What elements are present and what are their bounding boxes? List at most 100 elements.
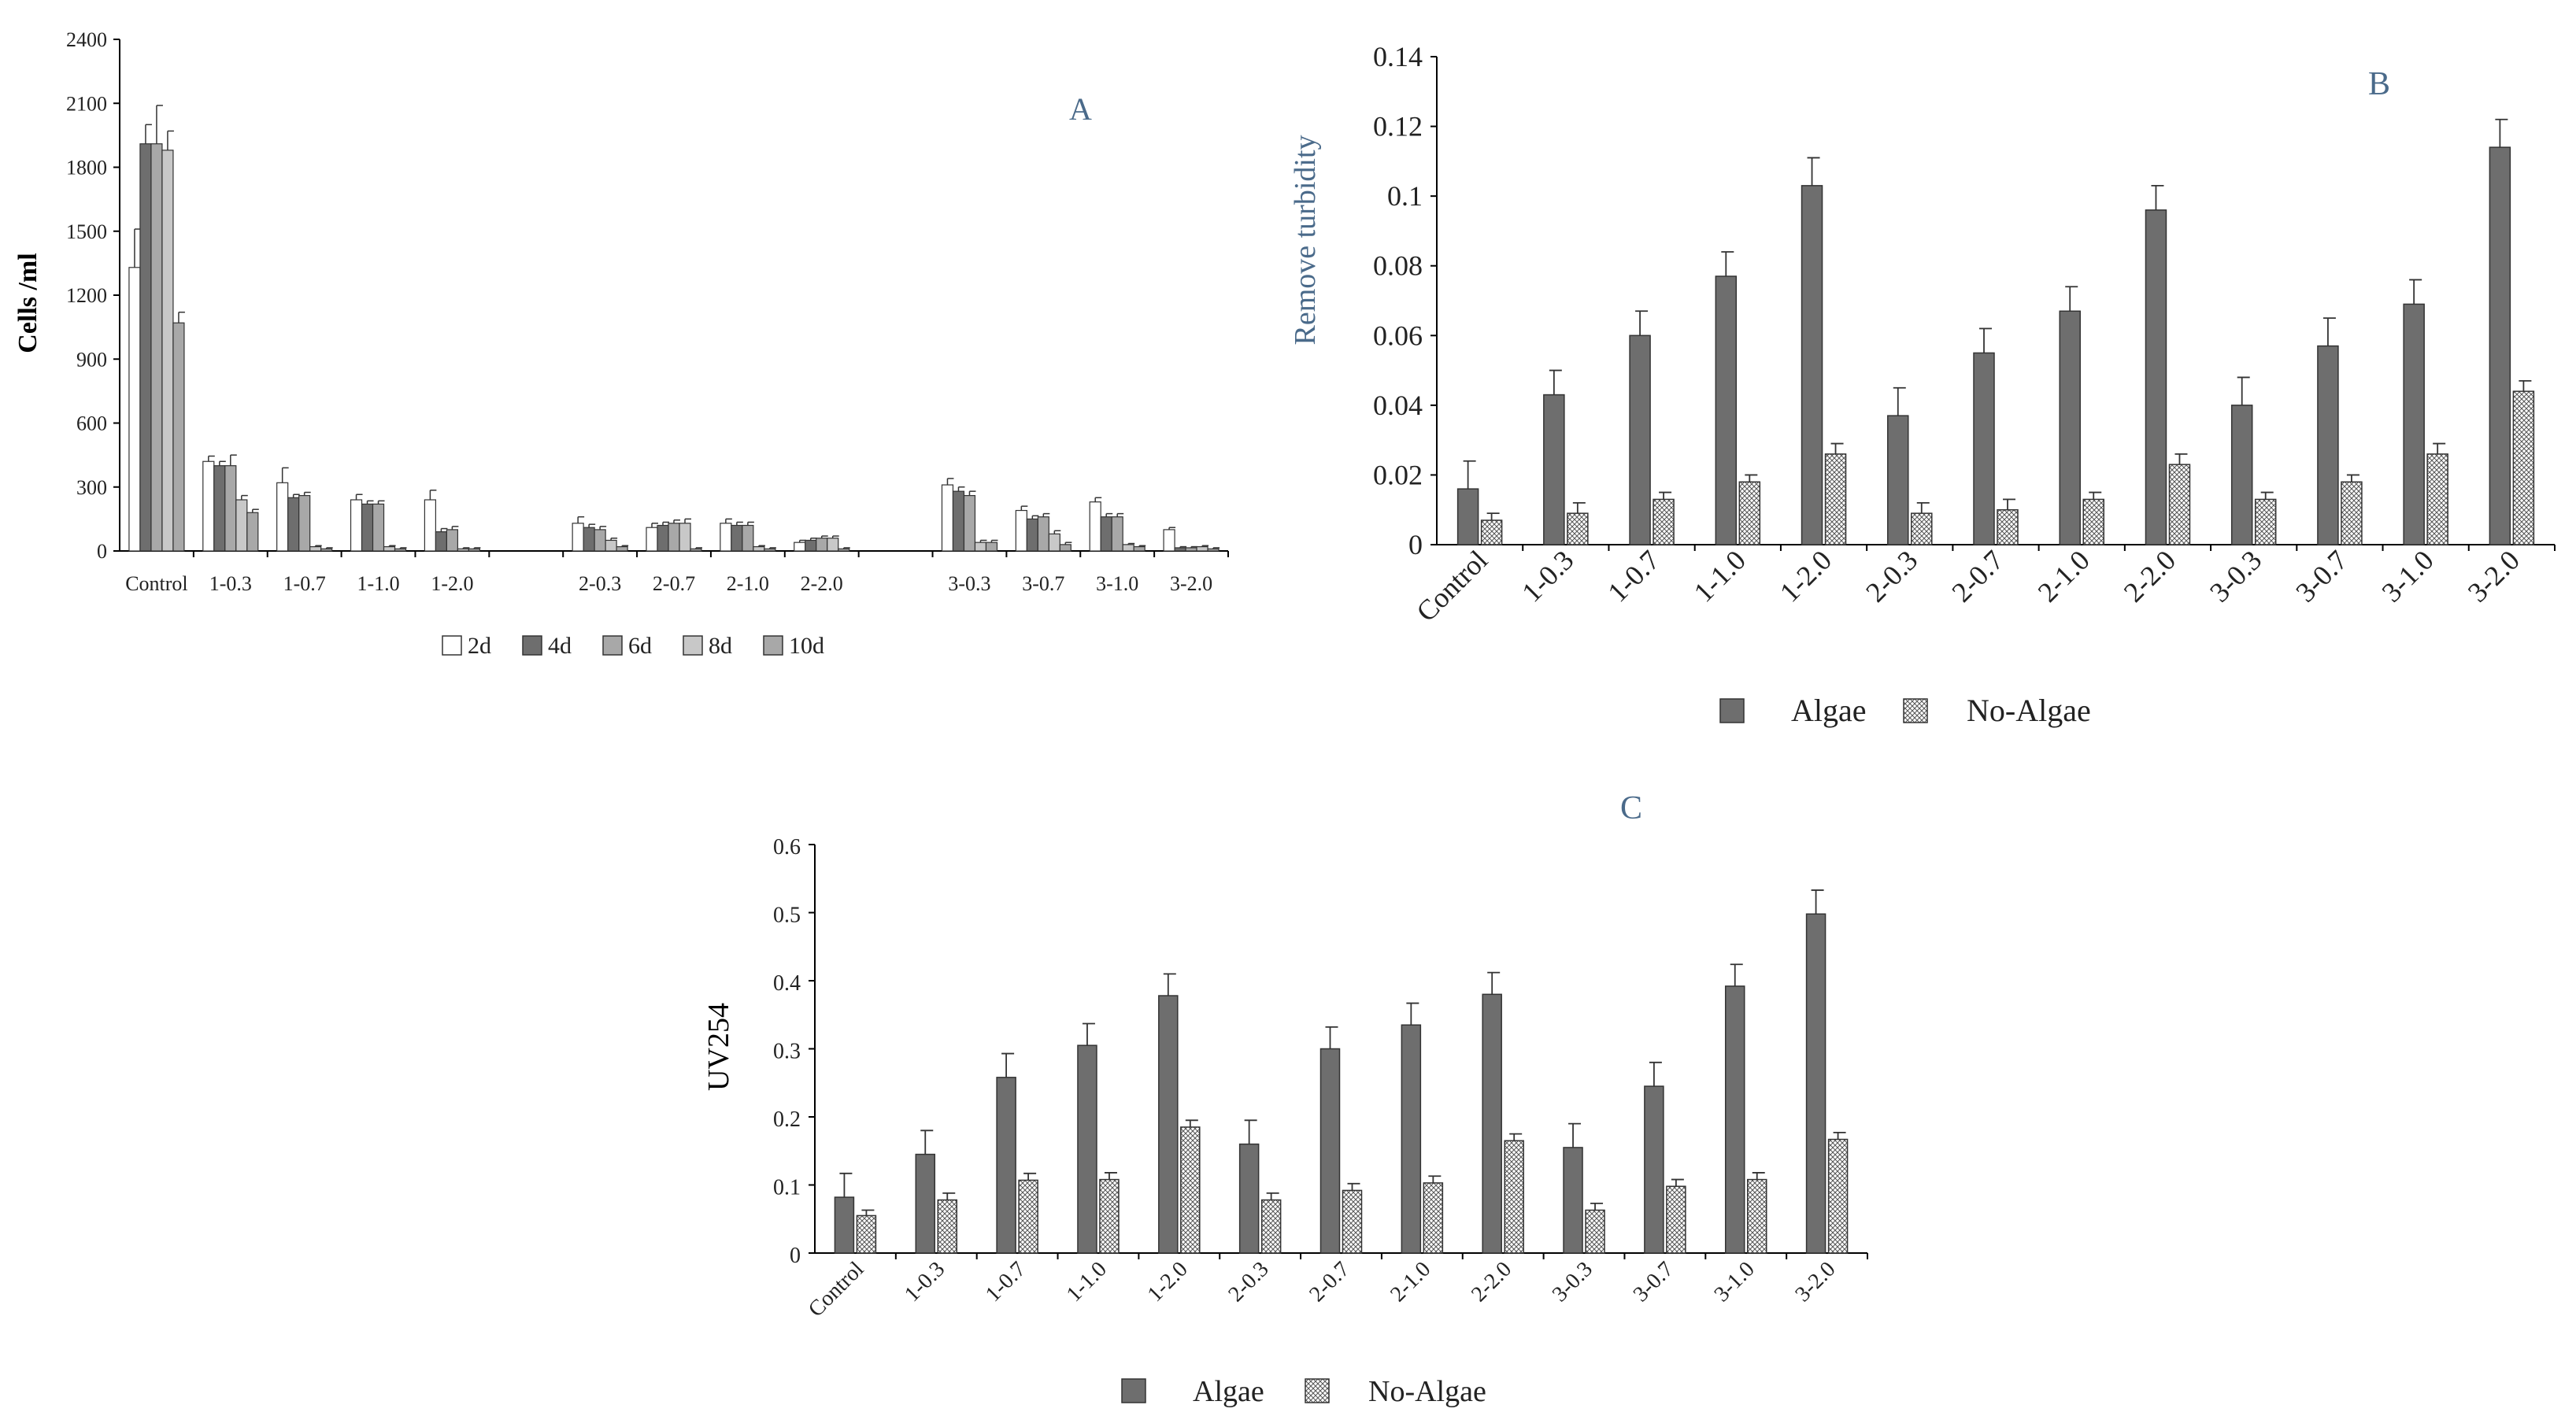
chart-c-ytick-label: 0.1 <box>773 1176 801 1200</box>
chart-a-legend-label: 2d <box>468 633 491 659</box>
chart-c-bar <box>1805 913 1827 1254</box>
chart-a-legend-swatch <box>442 635 462 656</box>
chart-b-xtick-label: 1-1.0 <box>1688 544 1752 608</box>
chart-c-bar <box>1504 1140 1524 1254</box>
chart-a-ytick-label: 600 <box>76 412 107 435</box>
chart-b-bar <box>2512 390 2535 545</box>
chart-c-bar <box>1563 1147 1583 1254</box>
chart-a-bar <box>1089 501 1101 552</box>
chart-c-bar <box>996 1077 1016 1254</box>
chart-a-plot: 0 300 600 900 1200 1500 1800 2100 2400 Control 1-0… <box>66 28 1229 659</box>
chart-a-bar <box>1196 545 1208 552</box>
chart-a-bar <box>794 542 806 552</box>
chart-a-bar <box>742 524 754 552</box>
chart-a-bar <box>1048 533 1060 552</box>
chart-b-ytick-label: 0.14 <box>1373 41 1423 72</box>
chart-a-bar <box>383 545 396 552</box>
chart-a-bar <box>805 539 817 552</box>
chart-b-bar <box>2489 146 2511 545</box>
chart-c-xtick-label: 3-0.3 <box>1548 1257 1597 1307</box>
chart-a-bar <box>235 499 248 552</box>
chart-b-bar <box>1480 519 1503 545</box>
chart-a-bar <box>668 523 680 552</box>
chart-a-bar <box>583 527 595 552</box>
chart-c-bar <box>1423 1182 1444 1254</box>
chart-a-bar <box>1122 544 1134 552</box>
chart-a-legend-label: 4d <box>548 633 572 659</box>
chart-a-bar <box>435 531 448 552</box>
chart-c-xtick-label: 1-1.0 <box>1062 1257 1112 1307</box>
chart-a-bar <box>605 539 617 552</box>
chart-b-legend-label: No-Algae <box>1967 693 2091 728</box>
chart-a-ytick-label: 1500 <box>66 220 107 243</box>
chart-c-xtick-label: 3-1.0 <box>1710 1257 1760 1307</box>
chart-a-bar <box>298 494 311 552</box>
chart-b-xtick-label: 1-0.7 <box>1601 544 1665 608</box>
chart-a-bar <box>1100 516 1112 552</box>
chart-a-bar <box>350 499 363 552</box>
chart-a-xtick-label: 2-0.3 <box>579 572 621 595</box>
chart-a-bar <box>572 523 584 552</box>
chart-a-ylabel: Cells /ml <box>13 253 43 353</box>
chart-a-xtick-label: 3-0.3 <box>948 572 990 595</box>
chart-a-xtick-label: 3-1.0 <box>1096 572 1138 595</box>
chart-b-bar <box>1456 488 1479 545</box>
chart-a-ytick-label: 1800 <box>66 157 107 179</box>
chart-a-bar <box>276 482 289 552</box>
chart-b-bar <box>2145 209 2167 545</box>
chart-a-bar <box>309 545 322 552</box>
chart-b-bar <box>2341 481 2363 545</box>
chart-a-bar <box>372 503 385 552</box>
chart-b-bar <box>1653 498 1675 545</box>
chart-a-bar <box>720 523 732 552</box>
chart-a-xtick-label: 1-0.3 <box>209 572 252 595</box>
chart-a-bar <box>468 548 481 552</box>
chart-b-xtick-label: 1-2.0 <box>1774 544 1838 608</box>
chart-c-xtick-label: 2-0.7 <box>1305 1257 1354 1307</box>
chart-b-xtick-label: 3-2.0 <box>2462 544 2526 608</box>
chart-a-bar <box>1207 548 1220 552</box>
chart-a-bar <box>594 529 606 552</box>
chart-b-bar <box>1887 415 1909 545</box>
chart-b-plot: 0 0.02 0.04 0.06 0.08 0.1 0.12 0.14 Control 1-0.3… <box>1373 41 2556 728</box>
chart-c-xtick-label: 2-2.0 <box>1467 1257 1516 1307</box>
chart-c-legend-swatch-noalgae <box>1305 1378 1330 1403</box>
chart-c-plot: 0 0.1 0.2 0.3 0.4 0.5 0.6 Control 1-0.3 1-0.7 1-1.… <box>773 835 1868 1408</box>
chart-b-bar <box>2059 310 2081 545</box>
chart-a-bar <box>690 548 702 552</box>
chart-b-legend-swatch-algae <box>1719 698 1745 723</box>
chart-b-bar <box>1543 394 1565 545</box>
chart-a-bar <box>202 460 215 552</box>
chart-b-ytick-label: 0.12 <box>1373 111 1423 142</box>
chart-b-bar <box>1715 275 1738 545</box>
chart-a-ytick-label: 2400 <box>66 28 107 51</box>
chart-b-bar <box>2317 345 2339 545</box>
chart-c-ytick-label: 0.3 <box>773 1040 801 1064</box>
chart-a-bar <box>1059 544 1071 552</box>
chart-b-ytick-label: 0 <box>1408 529 1423 560</box>
chart-a-bar <box>753 545 765 552</box>
chart-a-bar <box>172 322 185 552</box>
chart-a-title: A <box>1069 91 1092 127</box>
chart-a-bar <box>1163 529 1175 552</box>
chart-c-xtick-label: 3-2.0 <box>1790 1257 1840 1307</box>
chart-a-legend-label: 8d <box>709 633 732 659</box>
chart-a-bar <box>1111 516 1123 552</box>
chart-a-bar <box>963 494 976 552</box>
chart-b-ytick-label: 0.06 <box>1373 320 1423 351</box>
chart-a-bar <box>827 538 839 552</box>
chart-b-bar <box>2230 405 2253 545</box>
chart-c-xtick-label: 1-2.0 <box>1143 1257 1193 1307</box>
chart-c-bar <box>1077 1044 1097 1254</box>
chart-a-bar <box>320 548 333 552</box>
chart-a-bar <box>128 267 141 552</box>
chart-c-bar <box>915 1153 936 1254</box>
chart-a-ytick-label: 300 <box>76 476 107 499</box>
chart-a-bar <box>1133 545 1146 552</box>
chart-a-ytick-label: 1200 <box>66 284 107 307</box>
chart-a-xtick-label: 3-0.7 <box>1022 572 1064 595</box>
chart-a-bar <box>1037 516 1049 552</box>
chart-b-xtick-label: 2-2.0 <box>2118 544 2182 608</box>
chart-c-bar <box>1724 985 1745 1254</box>
chart-a-xtick-label: 2-0.7 <box>653 572 695 595</box>
